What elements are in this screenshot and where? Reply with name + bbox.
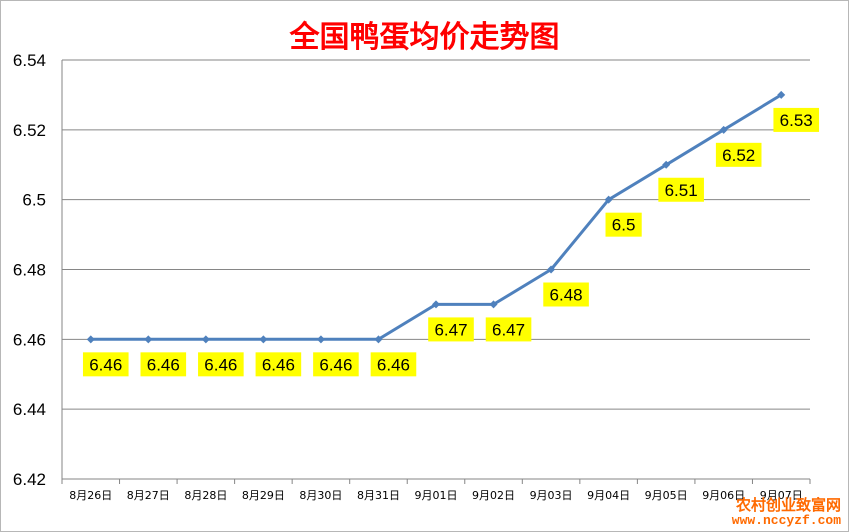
y-tick-label: 6.5 — [22, 191, 46, 210]
watermark-url: www.nccyzf.com — [731, 513, 841, 528]
watermark-name: 农村创业致富网 — [735, 496, 841, 514]
data-label-bg — [658, 177, 704, 202]
data-label: 6.48 — [550, 286, 583, 305]
y-tick-label: 6.42 — [13, 470, 46, 489]
data-label: 6.46 — [89, 355, 122, 374]
data-point — [86, 335, 95, 344]
data-label-bg — [485, 317, 532, 342]
data-label-bg — [605, 212, 642, 237]
data-label-bg — [370, 352, 417, 377]
data-label: 6.46 — [262, 355, 295, 374]
y-tick-label: 6.44 — [13, 400, 46, 419]
data-label: 6.46 — [377, 355, 410, 374]
watermark: 农村创业致富网 www.nccyzf.com — [732, 497, 841, 528]
data-label: 6.46 — [204, 355, 237, 374]
data-label: 6.47 — [434, 320, 467, 339]
data-label: 6.5 — [612, 216, 636, 235]
data-point — [604, 195, 613, 204]
data-label-bg — [313, 352, 359, 377]
data-label-bg — [428, 317, 474, 342]
x-tick-label: 9月03日 — [530, 489, 573, 502]
data-point — [489, 300, 498, 309]
y-tick-label: 6.52 — [13, 121, 46, 140]
data-point — [719, 125, 728, 134]
x-tick-label: 9月05日 — [645, 489, 688, 502]
data-label: 6.46 — [319, 355, 352, 374]
x-tick-label: 9月01日 — [415, 489, 458, 502]
y-tick-label: 6.48 — [13, 261, 46, 280]
x-tick-label: 9月04日 — [587, 489, 630, 502]
data-point — [144, 335, 153, 344]
x-tick-label: 9月06日 — [702, 489, 745, 502]
x-tick-label: 9月07日 — [760, 489, 803, 502]
data-point — [316, 335, 325, 344]
y-tick-label: 6.54 — [13, 51, 46, 70]
x-tick-label: 8月31日 — [357, 489, 400, 502]
data-point — [547, 265, 556, 274]
data-label-bg — [82, 352, 129, 377]
x-tick-label: 8月30日 — [299, 489, 342, 502]
x-tick-label: 8月27日 — [127, 489, 170, 502]
data-label: 6.46 — [147, 355, 180, 374]
data-point — [432, 300, 440, 309]
data-label-bg — [255, 352, 302, 377]
x-tick-label: 8月28日 — [184, 489, 227, 502]
data-label: 6.52 — [722, 146, 755, 165]
data-point — [662, 160, 671, 169]
data-point — [259, 335, 268, 344]
data-point — [374, 335, 383, 344]
data-point — [201, 335, 210, 344]
data-label-bg — [773, 107, 820, 132]
data-label: 6.51 — [665, 181, 698, 200]
data-label: 6.53 — [780, 111, 813, 130]
data-label: 6.47 — [492, 320, 525, 339]
x-tick-label: 8月29日 — [242, 489, 285, 502]
x-tick-label: 9月02日 — [472, 489, 515, 502]
y-tick-label: 6.46 — [13, 330, 46, 349]
data-label-bg — [543, 282, 589, 307]
data-label-bg — [715, 142, 762, 167]
data-label-bg — [198, 352, 244, 377]
data-point — [777, 90, 786, 99]
data-label-bg — [140, 352, 187, 377]
chart-title: 全国鸭蛋均价走势图 — [289, 20, 560, 55]
x-tick-label: 8月26日 — [69, 489, 112, 502]
